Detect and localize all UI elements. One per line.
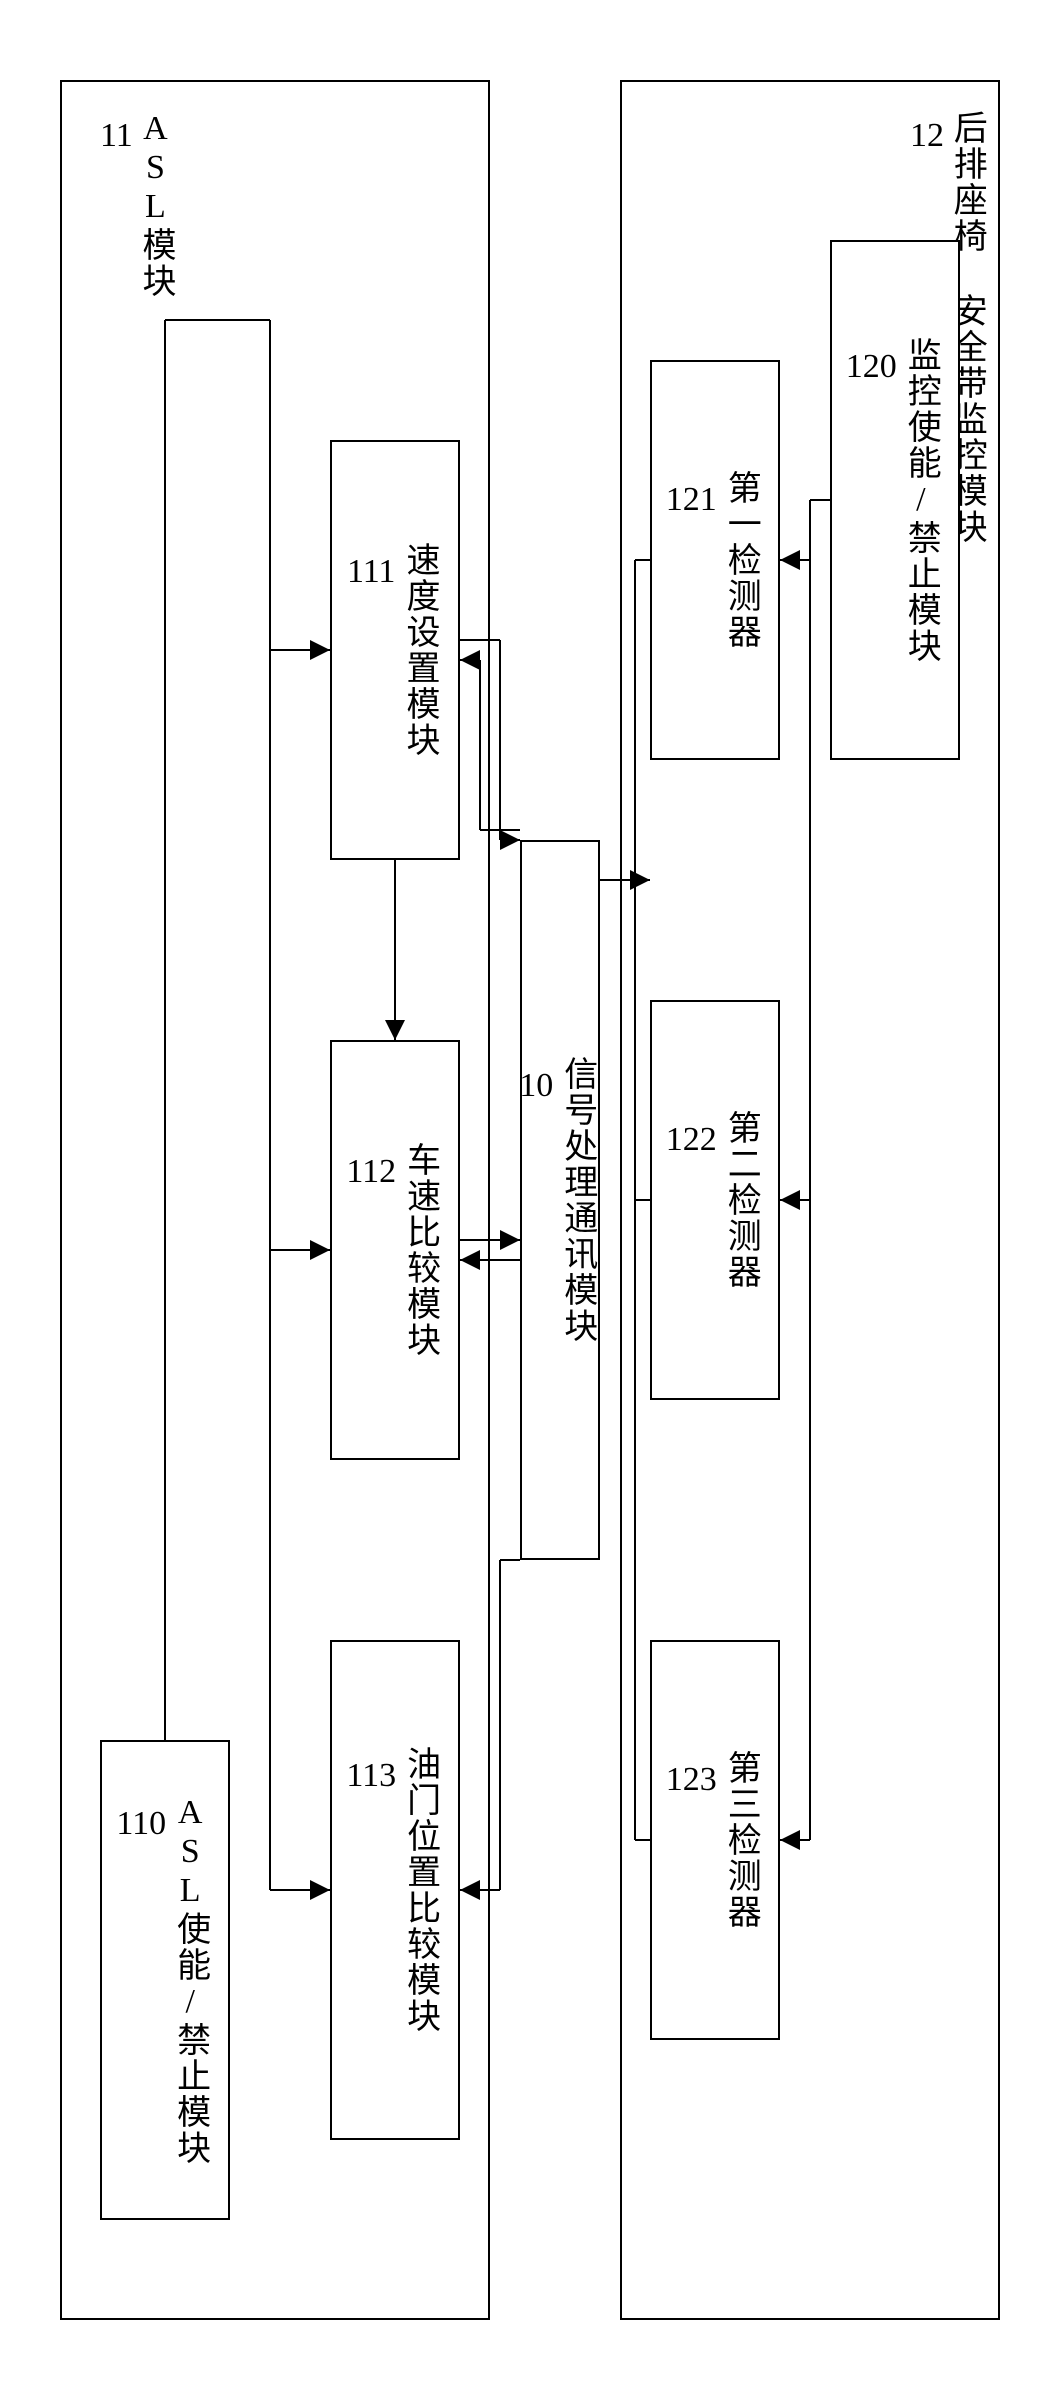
- asl-throttle-box: 油门位置比较模块113: [330, 1640, 460, 2140]
- asl-enable-num: 110: [116, 1800, 166, 1848]
- signal-proc-text: 信号处理通讯模块: [559, 1056, 596, 1344]
- asl-enable-text: ASL使能/禁止模块: [172, 1794, 209, 2166]
- rear-enable-text: 监控使能/禁止模块: [902, 337, 939, 664]
- asl-throttle-text: 油门位置比较模块: [402, 1746, 439, 2034]
- signal-proc-box: 信号处理通讯模块10: [520, 840, 600, 1560]
- rear-d3-box: 第三检测器123: [650, 1640, 780, 2040]
- rear-d1-box: 第一检测器121: [650, 360, 780, 760]
- asl-speed-text: 速度设置模块: [401, 542, 438, 758]
- asl-speed-num: 111: [347, 548, 395, 596]
- rear-d1-text: 第一检测器: [722, 470, 759, 650]
- asl-vcompare-num: 112: [346, 1148, 396, 1196]
- asl-vcompare-box: 车速比较模块112: [330, 1040, 460, 1460]
- asl-enable-box: ASL使能/禁止模块110: [100, 1740, 230, 2220]
- rear-d2-box: 第二检测器122: [650, 1000, 780, 1400]
- asl-module-label-text: ASL模块: [137, 110, 174, 299]
- asl-vcompare-text: 车速比较模块: [402, 1142, 439, 1358]
- asl-module-label-num: 11: [100, 114, 133, 158]
- rear-enable-box: 监控使能/禁止模块120: [830, 240, 960, 760]
- rear-d1-num: 121: [666, 476, 717, 524]
- asl-speed-box: 速度设置模块111: [330, 440, 460, 860]
- rear-d2-text: 第二检测器: [722, 1110, 759, 1290]
- rear-d2-num: 122: [666, 1116, 717, 1164]
- asl-module-label: ASL模块11: [100, 110, 177, 299]
- rear-enable-num: 120: [846, 343, 897, 391]
- rear-d3-num: 123: [666, 1756, 717, 1804]
- diagram-canvas: ASL模块11 后排座椅 安全带监控模块 12 ASL使能/禁止模块110 速度…: [40, 40, 1020, 2367]
- rear-d3-text: 第三检测器: [722, 1750, 759, 1930]
- rear-module-label-num: 12: [910, 114, 944, 158]
- signal-proc-num: 10: [519, 1062, 553, 1110]
- asl-throttle-num: 113: [346, 1752, 396, 1800]
- rear-module-label-line1: 后排座椅: [948, 110, 985, 254]
